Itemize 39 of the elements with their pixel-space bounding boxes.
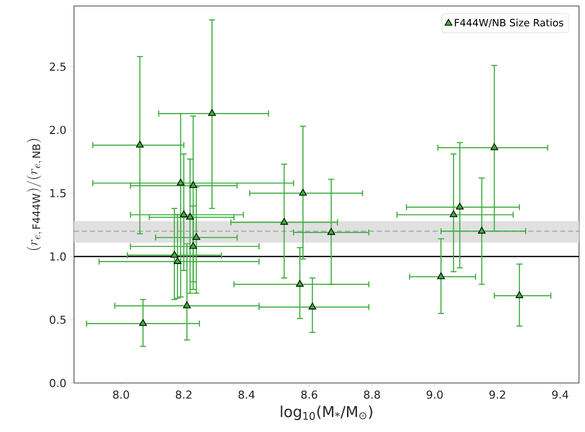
y-tick-label: 0.0 <box>50 378 66 388</box>
point <box>280 218 288 225</box>
y-tick-label: 1.0 <box>50 252 66 261</box>
x-tick-label: 9.4 <box>552 390 568 399</box>
point <box>192 233 200 240</box>
point <box>180 210 188 218</box>
point <box>478 226 486 234</box>
x-tick-label: 8.4 <box>238 390 255 399</box>
point <box>490 143 498 150</box>
y-tick-label: 1.5 <box>50 189 66 198</box>
point <box>450 210 458 218</box>
x-tick-label: 9.0 <box>426 390 443 399</box>
x-tick-label: 8.0 <box>113 390 130 399</box>
point <box>189 242 198 249</box>
legend-label: F444W/NB Size Ratios <box>454 18 564 28</box>
point <box>308 302 316 310</box>
point <box>176 178 184 186</box>
point <box>174 257 182 264</box>
y-tick-label: 0.5 <box>50 316 66 324</box>
point <box>170 250 178 258</box>
point <box>208 109 216 116</box>
point <box>516 291 524 298</box>
y-axis-title: $(r_{e,\,\mathrm{F444W}})/(r_{e,\,\mathrm{NB}})$ <box>26 139 42 250</box>
x-tick-label: 8.2 <box>176 390 192 399</box>
point <box>183 301 191 308</box>
y-tick-label: 2.5 <box>50 62 66 71</box>
point <box>139 319 147 326</box>
x-axis-title: log$_{10}$(M$_{*}$/M$_{⊙}$) <box>280 406 372 420</box>
point <box>299 188 307 196</box>
point <box>456 202 464 210</box>
point <box>296 280 304 287</box>
point <box>437 272 445 280</box>
point <box>186 212 194 220</box>
y-tick-label: 2.0 <box>50 126 66 134</box>
x-tick-label: 9.2 <box>489 390 506 399</box>
point <box>136 140 144 148</box>
x-tick-label: 8.6 <box>301 390 318 399</box>
x-tick-label: 8.8 <box>364 390 380 399</box>
point <box>327 228 336 235</box>
